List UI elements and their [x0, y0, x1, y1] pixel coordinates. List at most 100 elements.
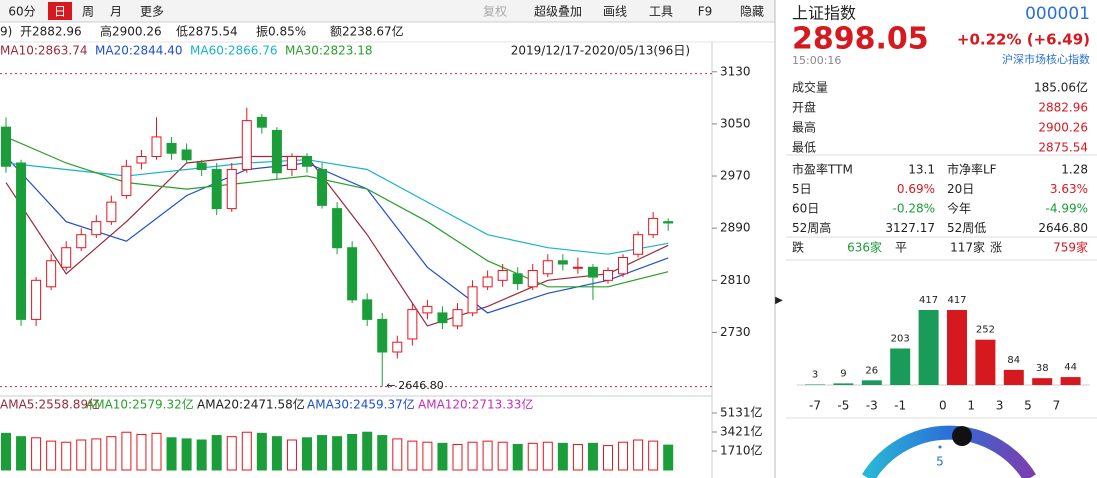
toolbar-button[interactable]: F9	[698, 5, 713, 19]
candle-body	[347, 247, 358, 301]
y-tick-label: 3050	[720, 116, 751, 130]
candle-body	[663, 221, 674, 224]
candle-body	[241, 120, 252, 171]
dist-bar	[805, 384, 825, 385]
index-price: 2898.05	[792, 22, 929, 57]
candle-body	[46, 260, 57, 288]
toolbar-button[interactable]: 更多	[140, 5, 164, 19]
dist-axis-label: -1	[894, 399, 906, 413]
volume-bar	[482, 440, 493, 471]
dist-bar	[890, 348, 911, 385]
dist-axis-label: -3	[866, 399, 878, 413]
volume-bar	[557, 442, 568, 471]
volume-bar	[76, 439, 87, 471]
volume-bar	[16, 436, 27, 471]
volume-bar	[527, 442, 538, 471]
vol-legend: AMA120:2713.33亿	[418, 397, 533, 412]
volume-bar	[467, 441, 478, 471]
toolbar-button[interactable]: 工具	[649, 5, 673, 19]
dist-value: 417	[919, 295, 938, 306]
volume-bar	[633, 439, 644, 471]
toolbar-button[interactable]: 日	[54, 5, 66, 19]
quote-item: 9)	[0, 25, 12, 39]
volume-bar	[392, 438, 403, 471]
index-code: 000001	[1025, 4, 1090, 24]
volume-bar	[136, 433, 147, 471]
low-label: 2646.80	[398, 379, 444, 392]
stat-value: 1.28	[1061, 163, 1088, 177]
stat-value: 185.06亿	[1034, 80, 1088, 95]
candle-body	[196, 162, 207, 171]
quote-item: 高2900.26	[100, 24, 162, 39]
core-link[interactable]: 沪深市场核心指数	[1002, 52, 1090, 66]
stat-label: 52周高	[792, 220, 831, 235]
dist-axis-label: -7	[809, 399, 821, 413]
candle-body	[151, 136, 162, 157]
candle-body	[317, 169, 328, 206]
candle-body	[61, 247, 72, 268]
stat-value: 2875.54	[1038, 141, 1088, 155]
breadth-label: 平	[895, 241, 907, 255]
toolbar-button[interactable]: 周	[82, 5, 94, 19]
volume-bar	[61, 441, 72, 471]
volume-bar	[46, 440, 57, 471]
dist-bar	[947, 310, 967, 385]
candle-body	[256, 116, 267, 128]
breadth-value: 636家	[847, 240, 882, 255]
toolbar-button[interactable]: 60分	[8, 5, 35, 19]
stat-label: 5日	[792, 182, 812, 196]
volume-bar	[603, 445, 613, 471]
breadth-label: 跌	[792, 240, 804, 255]
dist-axis-label: -5	[837, 399, 849, 413]
dist-bar	[975, 339, 996, 385]
toolbar-button[interactable]: 超级叠加	[534, 4, 582, 19]
stat-label: 最高	[792, 120, 816, 135]
stat-value: -4.99%	[1046, 202, 1088, 216]
breadth-value: 759家	[1053, 240, 1088, 255]
volume-bar	[663, 444, 674, 471]
volume-bar	[452, 443, 463, 471]
y-tick-label: 2730	[720, 325, 751, 339]
candle-body	[482, 276, 493, 288]
stat-label: 市盈率TTM	[792, 162, 853, 177]
candle-body	[557, 260, 568, 265]
ma-legend: MA10:2863.74	[0, 44, 88, 58]
candle-body	[452, 309, 463, 327]
gauge-knob	[952, 426, 972, 446]
toolbar	[0, 0, 775, 22]
volume-bar	[151, 432, 162, 471]
dist-bar	[1060, 377, 1081, 385]
volume-bar	[226, 436, 237, 471]
tab-active	[48, 2, 72, 20]
gauge-label: 5	[936, 455, 944, 469]
volume-bar	[332, 436, 343, 471]
stat-label: 开盘	[792, 100, 816, 115]
stat-value: 2900.26	[1038, 121, 1088, 135]
toolbar-button[interactable]: 画线	[603, 5, 627, 19]
quote-item: 低2875.54	[176, 25, 238, 39]
volume-bar	[241, 431, 252, 471]
quote-item: 开2882.96	[20, 25, 82, 39]
volume-bar	[497, 441, 508, 471]
low-arrow: ←	[386, 379, 395, 392]
candle-body	[121, 165, 132, 197]
volume-bar	[121, 431, 132, 471]
toolbar-button[interactable]: 月	[110, 5, 122, 19]
candle-body	[407, 309, 418, 340]
toolbar-button[interactable]: 隐藏	[740, 5, 764, 19]
dist-value: 252	[976, 325, 995, 336]
candle-body	[226, 169, 237, 210]
stat-label: 市净率LF	[947, 162, 997, 177]
volume-bar	[422, 441, 433, 471]
dist-value: 44	[1064, 362, 1077, 373]
dist-bar	[833, 383, 854, 385]
stat-value: 0.69%	[897, 182, 935, 196]
expand-arrow[interactable]: ▶	[775, 295, 783, 306]
volume-bar	[31, 437, 42, 471]
candle-body	[618, 256, 629, 275]
toolbar-button[interactable]: 复权	[483, 5, 507, 19]
vol-tick-label: 5131亿	[720, 405, 763, 420]
volume-bar	[618, 441, 629, 471]
ma-line	[5, 159, 669, 255]
